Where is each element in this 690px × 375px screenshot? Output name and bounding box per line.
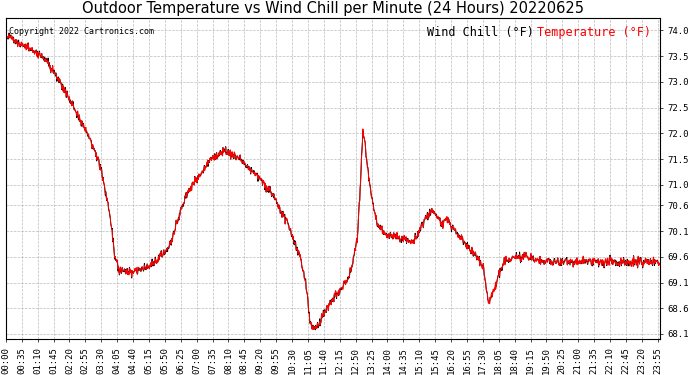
Legend: Wind Chill (°F), Temperature (°F): Wind Chill (°F), Temperature (°F): [424, 23, 653, 41]
Wind Chill (°F): [148, 260, 156, 264]
Wind Chill (°F): [435, 218, 444, 222]
Wind Chill (°F): [656, 262, 664, 266]
Wind Chill (°F): [5, 31, 13, 35]
Wind Chill (°F): [311, 328, 319, 332]
Temperature (°F): [521, 255, 529, 259]
Text: Copyright 2022 Cartronics.com: Copyright 2022 Cartronics.com: [9, 27, 154, 36]
Title: Outdoor Temperature vs Wind Chill per Minute (24 Hours) 20220625: Outdoor Temperature vs Wind Chill per Mi…: [81, 2, 584, 16]
Temperature (°F): [1, 33, 10, 38]
Temperature (°F): [221, 149, 229, 153]
Wind Chill (°F): [221, 147, 229, 151]
Temperature (°F): [148, 261, 156, 266]
Line: Wind Chill (°F): Wind Chill (°F): [6, 33, 660, 330]
Temperature (°F): [5, 32, 13, 36]
Temperature (°F): [656, 262, 664, 267]
Line: Temperature (°F): Temperature (°F): [6, 34, 660, 330]
Temperature (°F): [132, 268, 140, 273]
Wind Chill (°F): [521, 255, 529, 260]
Temperature (°F): [309, 327, 317, 332]
Temperature (°F): [579, 260, 587, 264]
Temperature (°F): [435, 218, 444, 223]
Wind Chill (°F): [132, 268, 140, 273]
Wind Chill (°F): [1, 33, 10, 38]
Wind Chill (°F): [579, 260, 587, 264]
